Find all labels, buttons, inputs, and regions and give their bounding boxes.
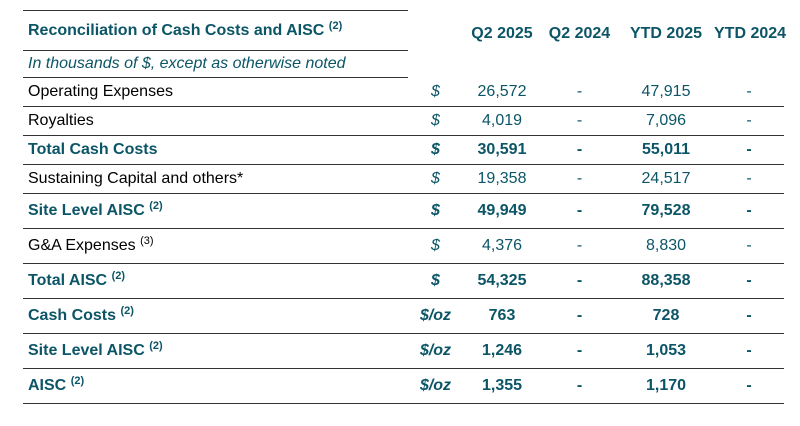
row-label-text: Site Level AISC <box>28 342 145 359</box>
table-title-text: Reconciliation of Cash Costs and AISC <box>28 21 325 39</box>
cell-q2-2025: 763 <box>463 298 541 334</box>
row-footnote: (3) <box>140 235 154 247</box>
table-row: Site Level AISC (2) $ 49,949 - 79,528 - <box>23 193 784 229</box>
row-label: Sustaining Capital and others* <box>23 164 408 194</box>
row-label: Royalties <box>23 106 408 136</box>
row-footnote: (2) <box>149 200 163 212</box>
row-unit: $ <box>408 263 463 299</box>
cell-ytd-2024: - <box>714 77 784 107</box>
cell-q2-2024: - <box>541 193 618 229</box>
column-header-ytd-2024: YTD 2024 <box>714 24 787 42</box>
cell-ytd-2025: 1,053 <box>618 333 714 369</box>
row-label: Total AISC (2) <box>23 263 408 299</box>
cell-ytd-2025: 88,358 <box>618 263 714 299</box>
cell-q2-2024: - <box>541 164 618 194</box>
cell-ytd-2025: 47,915 <box>618 77 714 107</box>
cell-ytd-2025: 55,011 <box>618 135 714 165</box>
row-unit: $ <box>408 164 463 194</box>
table-title-note: (2) <box>328 19 343 32</box>
cell-ytd-2025: 1,170 <box>618 368 714 404</box>
cell-q2-2024: - <box>541 106 618 136</box>
table-row: Sustaining Capital and others* $ 19,358 … <box>23 164 784 194</box>
row-label: AISC (2) <box>23 368 408 404</box>
row-unit: $ <box>408 106 463 136</box>
row-label: G&A Expenses (3) <box>23 228 408 264</box>
cell-ytd-2024: - <box>714 164 784 194</box>
cell-q2-2024: - <box>541 228 618 264</box>
row-unit: $ <box>408 77 463 107</box>
row-label-text: AISC <box>28 377 67 394</box>
cell-q2-2025: 49,949 <box>463 193 541 229</box>
row-footnote: (2) <box>111 270 126 282</box>
cell-ytd-2025: 728 <box>618 298 714 334</box>
cell-q2-2024: - <box>541 135 618 165</box>
column-header-q2-2025: Q2 2025 <box>471 24 533 42</box>
cell-ytd-2024: - <box>714 298 784 334</box>
row-unit: $/oz <box>408 368 463 404</box>
row-unit: $/oz <box>408 298 463 334</box>
cell-q2-2024: - <box>541 298 618 334</box>
cell-q2-2025: 4,376 <box>463 228 541 264</box>
table-row: Total AISC (2) $ 54,325 - 88,358 - <box>23 263 784 299</box>
cell-ytd-2025: 79,528 <box>618 193 714 229</box>
row-label-text: Site Level AISC <box>28 202 145 219</box>
table-row: AISC (2) $/oz 1,355 - 1,170 - <box>23 368 784 404</box>
cell-ytd-2025: 7,096 <box>618 106 714 136</box>
cell-q2-2024: - <box>541 77 618 107</box>
row-label: Cash Costs (2) <box>23 298 408 334</box>
cell-q2-2025: 54,325 <box>463 263 541 299</box>
row-footnote: (2) <box>149 340 163 352</box>
row-label: Site Level AISC (2) <box>23 193 408 229</box>
cell-ytd-2024: - <box>714 135 784 165</box>
cell-q2-2024: - <box>541 263 618 299</box>
row-label-text: G&A Expenses <box>28 237 136 254</box>
row-label: Site Level AISC (2) <box>23 333 408 369</box>
row-label-text: Cash Costs <box>28 307 117 324</box>
table-row: Site Level AISC (2) $/oz 1,246 - 1,053 - <box>23 333 784 369</box>
cell-q2-2024: - <box>541 368 618 404</box>
cell-ytd-2024: - <box>714 106 784 136</box>
cell-q2-2025: 1,246 <box>463 333 541 369</box>
row-label: Operating Expenses <box>23 77 408 107</box>
cell-q2-2024: - <box>541 333 618 369</box>
table-header-row: Reconciliation of Cash Costs and AISC (2… <box>23 10 787 51</box>
cell-q2-2025: 26,572 <box>463 77 541 107</box>
cell-q2-2025: 4,019 <box>463 106 541 136</box>
table-row: Cash Costs (2) $/oz 763 - 728 - <box>23 298 784 334</box>
column-header-q2-2024: Q2 2024 <box>548 24 611 42</box>
table-row: Total Cash Costs $ 30,591 - 55,011 - <box>23 135 784 165</box>
row-label-text: Total AISC <box>28 272 108 289</box>
row-label: Total Cash Costs <box>23 135 408 165</box>
cell-q2-2025: 19,358 <box>463 164 541 194</box>
table-subtitle: In thousands of $, except as otherwise n… <box>23 50 408 78</box>
cell-ytd-2024: - <box>714 368 784 404</box>
table-row: Operating Expenses $ 26,572 - 47,915 - <box>23 77 784 107</box>
cell-q2-2025: 30,591 <box>463 135 541 165</box>
unit-header <box>408 11 463 51</box>
table-title: Reconciliation of Cash Costs and AISC (2… <box>23 10 408 51</box>
row-footnote: (2) <box>70 375 85 387</box>
cell-ytd-2024: - <box>714 263 784 299</box>
table-row: G&A Expenses (3) $ 4,376 - 8,830 - <box>23 228 784 264</box>
reconciliation-table: Reconciliation of Cash Costs and AISC (2… <box>23 10 787 404</box>
cell-ytd-2024: - <box>714 193 784 229</box>
cell-ytd-2025: 24,517 <box>618 164 714 194</box>
cell-ytd-2024: - <box>714 228 784 264</box>
row-unit: $ <box>408 228 463 264</box>
column-header-ytd-2025: YTD 2025 <box>629 24 703 42</box>
row-unit: $ <box>408 135 463 165</box>
table-row: Royalties $ 4,019 - 7,096 - <box>23 106 784 136</box>
table-subtitle-row: In thousands of $, except as otherwise n… <box>23 50 784 78</box>
row-unit: $/oz <box>408 333 463 369</box>
cell-q2-2025: 1,355 <box>463 368 541 404</box>
row-footnote: (2) <box>120 305 134 317</box>
cell-ytd-2024: - <box>714 333 784 369</box>
cell-ytd-2025: 8,830 <box>618 228 714 264</box>
row-unit: $ <box>408 193 463 229</box>
